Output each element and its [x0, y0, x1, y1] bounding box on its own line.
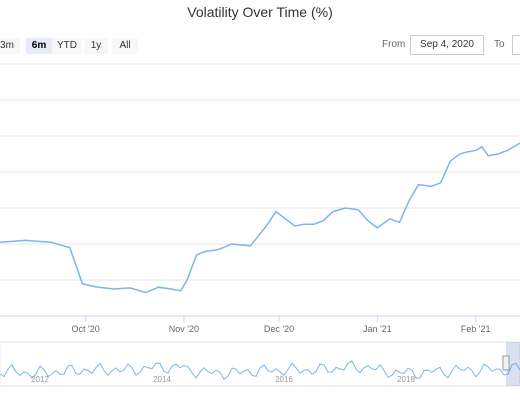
- range-button-ytd[interactable]: YTD: [52, 38, 82, 54]
- x-tick-label: Dec '20: [264, 324, 294, 334]
- range-button-all[interactable]: All: [112, 38, 138, 54]
- navigator-tick-label: 2014: [153, 375, 171, 384]
- navigator-window[interactable]: [506, 342, 520, 386]
- from-label: From: [382, 39, 406, 50]
- x-tick-label: Jan '21: [363, 324, 392, 334]
- x-tick-label: Oct '20: [71, 324, 99, 334]
- navigator-tick-label: 2018: [397, 375, 415, 384]
- navigator-tick-label: 2016: [275, 375, 293, 384]
- range-button-3m[interactable]: 3m: [0, 38, 20, 54]
- navigator-background[interactable]: [0, 341, 520, 387]
- navigator-series: [0, 360, 520, 381]
- range-button-1y[interactable]: 1y: [84, 38, 108, 54]
- x-tick-label: Feb '21: [461, 324, 491, 334]
- range-button-6m[interactable]: 6m: [26, 38, 52, 54]
- series-line: [0, 142, 520, 294]
- from-date-input[interactable]: Sep 4, 2020: [410, 35, 484, 55]
- to-date-input[interactable]: [512, 35, 520, 55]
- x-tick-label: Nov '20: [169, 324, 199, 334]
- navigator-tick-label: 2012: [31, 375, 49, 384]
- to-label: To: [494, 39, 505, 50]
- chart-title: Volatility Over Time (%): [187, 4, 333, 20]
- navigator-handle[interactable]: [502, 355, 510, 371]
